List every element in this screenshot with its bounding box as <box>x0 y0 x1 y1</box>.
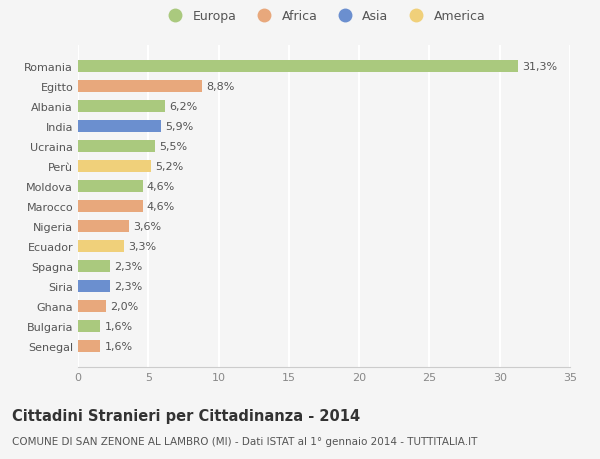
Bar <box>78 320 100 333</box>
Bar <box>78 340 100 353</box>
Text: 4,6%: 4,6% <box>147 182 175 191</box>
Bar <box>78 241 124 253</box>
Text: Cittadini Stranieri per Cittadinanza - 2014: Cittadini Stranieri per Cittadinanza - 2… <box>12 409 360 424</box>
Bar <box>78 160 151 173</box>
Text: 5,5%: 5,5% <box>160 142 188 151</box>
Bar <box>78 280 110 293</box>
Bar <box>78 260 110 273</box>
Text: 5,9%: 5,9% <box>165 122 193 132</box>
Bar <box>78 180 143 193</box>
Text: 3,3%: 3,3% <box>128 241 157 252</box>
Bar <box>78 120 161 133</box>
Bar <box>78 140 155 153</box>
Text: 4,6%: 4,6% <box>147 202 175 212</box>
Text: 2,3%: 2,3% <box>115 281 143 291</box>
Text: 5,2%: 5,2% <box>155 162 184 172</box>
Text: 2,0%: 2,0% <box>110 302 139 312</box>
Text: 8,8%: 8,8% <box>206 82 234 92</box>
Text: 1,6%: 1,6% <box>105 341 133 352</box>
Bar <box>78 201 143 213</box>
Text: 1,6%: 1,6% <box>105 321 133 331</box>
Text: 2,3%: 2,3% <box>115 262 143 271</box>
Bar <box>78 80 202 93</box>
Bar <box>78 101 165 113</box>
Bar <box>78 61 518 73</box>
Bar <box>78 220 128 233</box>
Text: 6,2%: 6,2% <box>169 101 197 112</box>
Text: COMUNE DI SAN ZENONE AL LAMBRO (MI) - Dati ISTAT al 1° gennaio 2014 - TUTTITALIA: COMUNE DI SAN ZENONE AL LAMBRO (MI) - Da… <box>12 436 478 446</box>
Bar <box>78 300 106 313</box>
Text: 31,3%: 31,3% <box>522 62 557 72</box>
Text: 3,6%: 3,6% <box>133 222 161 231</box>
Legend: Europa, Africa, Asia, America: Europa, Africa, Asia, America <box>163 11 485 23</box>
